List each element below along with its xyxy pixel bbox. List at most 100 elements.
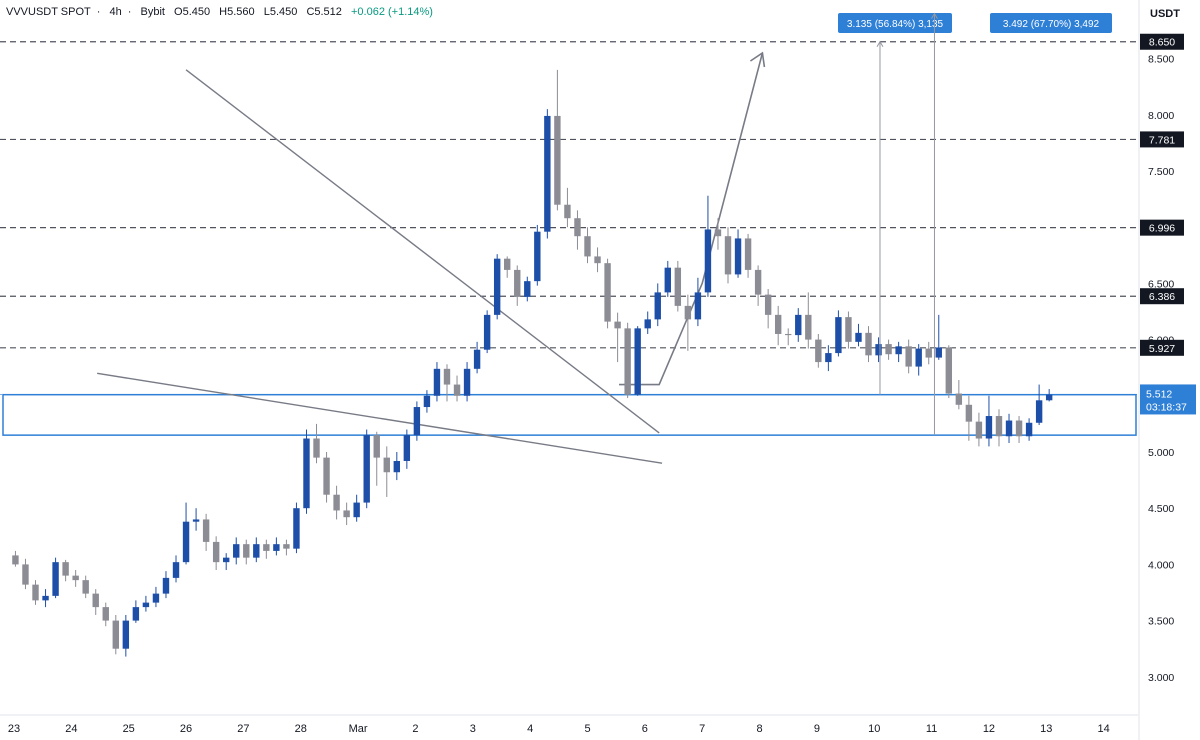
current-price-bg: [1140, 384, 1196, 415]
lower-trendline: [97, 372, 663, 464]
candle-body: [714, 229, 722, 237]
symbol-name[interactable]: VVVUSDT SPOT: [6, 6, 91, 18]
candle-body: [614, 321, 621, 329]
candle-body: [674, 267, 682, 306]
ohlc-low: L5.450: [263, 6, 298, 18]
symbol-header: VVVUSDT SPOT · 4h · Bybit O5.450 H5.560 L5…: [6, 6, 433, 18]
candle-body: [835, 317, 842, 354]
y-tick-label: 8.000: [1148, 110, 1174, 122]
candle-body: [273, 544, 280, 551]
exchange: Bybit: [140, 6, 165, 18]
projection-arrowhead: [749, 51, 766, 68]
candle-body: [363, 435, 370, 503]
candle-body: [413, 407, 421, 436]
y-tick-label: 4.000: [1148, 559, 1174, 571]
candle-body: [192, 519, 200, 522]
candle-body: [534, 231, 541, 282]
candle-body: [694, 292, 702, 320]
candle-body: [112, 620, 119, 649]
level-label: 8.650: [1149, 37, 1175, 49]
level-label-bg: [1140, 33, 1184, 50]
candle-body: [162, 577, 170, 594]
candle-body: [333, 494, 340, 511]
x-tick-label: 4: [527, 723, 533, 735]
candle-body: [654, 292, 661, 320]
countdown-label: 03:18:37: [1146, 401, 1187, 413]
x-tick-label: 9: [814, 723, 820, 735]
x-tick-label: 8: [756, 723, 762, 735]
candle-body: [353, 502, 360, 518]
candle-body: [152, 593, 160, 603]
level-label: 5.927: [1149, 343, 1175, 355]
candle-body: [905, 346, 912, 367]
y-tick-label: 3.500: [1148, 616, 1174, 628]
candle-body: [473, 349, 481, 369]
candle-body: [32, 584, 39, 601]
y-tick-label: 5.000: [1148, 447, 1174, 459]
candle-body: [383, 457, 390, 473]
candle-body: [584, 236, 591, 257]
y-tick-label: 7.500: [1148, 166, 1174, 178]
candle-body: [12, 555, 19, 565]
candle-body: [985, 416, 993, 439]
timeframe[interactable]: 4h: [109, 6, 122, 18]
x-tick-label: 23: [8, 723, 20, 735]
candle-body: [795, 314, 802, 336]
x-tick-label: 28: [295, 723, 307, 735]
measure-label-bg: [838, 13, 952, 33]
candle-body: [283, 544, 290, 549]
candle-body: [263, 544, 270, 551]
candle-body: [122, 620, 130, 649]
candle-body: [554, 115, 561, 205]
candle-body: [774, 314, 782, 334]
candle-body: [303, 438, 310, 509]
candle-body: [855, 332, 862, 342]
candle-body: [624, 328, 631, 395]
candle-body: [945, 347, 953, 394]
candle-body: [82, 580, 89, 594]
candle-body: [724, 236, 732, 275]
x-tick-label: 12: [983, 723, 995, 735]
candle-body: [42, 595, 49, 601]
currency-unit[interactable]: USDT: [1150, 8, 1180, 20]
x-tick-label: 27: [237, 723, 249, 735]
measure-label-bg: [990, 13, 1112, 33]
x-tick-label: Mar: [349, 723, 368, 735]
candle-body: [52, 562, 59, 596]
candle-body: [102, 607, 109, 621]
level-label-bg: [1140, 219, 1184, 236]
candle-body: [895, 346, 902, 355]
candle-body: [172, 562, 180, 578]
candle-body: [734, 238, 742, 275]
candle-body: [493, 258, 501, 315]
candle-body: [483, 314, 491, 350]
current-price-label: 5.512: [1146, 388, 1172, 400]
candle-body: [754, 269, 762, 295]
candle-body: [764, 294, 772, 315]
candle-body: [634, 328, 641, 395]
candle-body: [544, 115, 551, 232]
x-tick-label: 25: [123, 723, 135, 735]
candle-body: [574, 218, 581, 237]
x-tick-label: 26: [180, 723, 192, 735]
level-label-bg: [1140, 288, 1184, 305]
ohlc-close: C5.512: [306, 6, 342, 18]
x-tick-label: 5: [584, 723, 590, 735]
candle-body: [664, 267, 671, 293]
candle-body: [684, 305, 692, 320]
x-tick-label: 3: [470, 723, 476, 735]
candle-body: [403, 435, 411, 461]
candle-body: [1045, 394, 1053, 401]
time-axis: 23 24 25 26 27 28 Mar 2 3 4 5 6 7 8 9 10 11 12 13 14: [0, 714, 1138, 735]
candle-body: [514, 269, 521, 297]
candle-body: [594, 256, 601, 264]
candle-body: [785, 333, 792, 336]
candle-body: [1005, 420, 1013, 437]
candle-body: [935, 347, 942, 358]
candle-body: [845, 317, 852, 342]
x-tick-label: 13: [1040, 723, 1052, 735]
measure-arrow: [876, 40, 884, 47]
candle-body: [463, 368, 471, 396]
support-zone-box: [2, 393, 1137, 436]
